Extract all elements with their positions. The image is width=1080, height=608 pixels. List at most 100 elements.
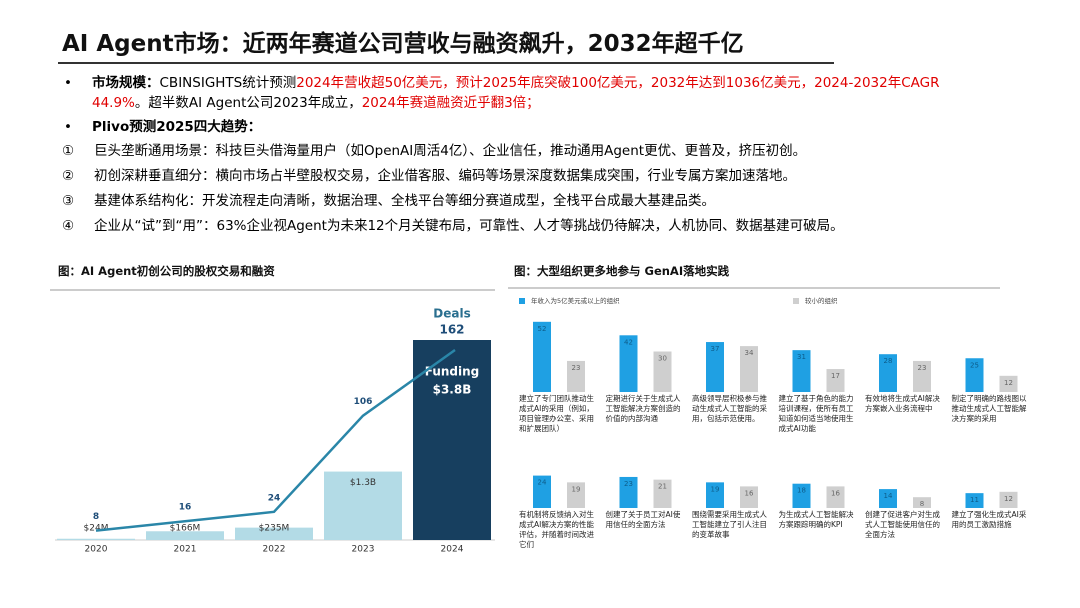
bar [879,354,897,392]
bar [533,475,551,508]
trend-text: 企业从“试”到“用”：63%企业视Agent为未来12个月关键布局，可靠性、人才… [94,218,844,234]
bar-value-label: 11 [970,496,979,504]
bar [999,375,1018,392]
deals-line [95,348,456,532]
bullet-text: 2024年赛道融资近乎翻3倍； [361,95,540,111]
bar [413,340,491,540]
bar-value-label: 30 [658,355,667,363]
legend-swatch [793,298,799,304]
bar-value-label: 19 [572,485,581,493]
category-label: 创建了促进客户对生成式人工智能使用信任的全面方法 [865,510,940,539]
category-label: 有效地将生成式AI解决方案嵌入业务流程中 [865,394,940,413]
bullet: 市场规模：CBINSIGHTS统计预测2024年营收超50亿美元，预计2025年… [62,73,982,113]
bar [792,350,811,392]
bar-value-label: 16 [745,489,754,497]
x-tick-label: 2020 [85,545,108,555]
trend-marker: ① [62,143,75,159]
bar-value-label: 23 [572,364,581,372]
category-label: 创建了关于员工对AI使用信任的全面方法 [605,510,681,529]
bar-value-label: $235M [259,524,290,534]
trend-marker: ④ [62,218,75,234]
bar-value-label: 21 [658,483,667,491]
category-label: 定期进行关于生成式人工智能解决方案创造的价值的内部沟通 [605,394,681,423]
bar [913,497,931,508]
bullet-text: 。超半数AI Agent公司2023年成立， [134,95,362,111]
bar-value-label: 25 [970,361,979,369]
bar [567,482,585,508]
trend: ④ 企业从“试”到“用”：63%企业视Agent为未来12个月关键布局，可靠性、人… [62,216,982,236]
x-tick-label: 2021 [174,545,197,555]
bullet-list: 市场规模：CBINSIGHTS统计预测2024年营收超50亿美元，预计2025年… [62,73,982,241]
bar-value-label: 28 [884,357,893,365]
bullet-label: 市场规模： [92,75,160,91]
bullet: Plivo预测2025四大趋势： [62,117,982,137]
category-label: 建立了基于角色的能力培训课程，使所有员工知道如何适当地使用生成式AI功能 [778,394,854,433]
legend-label: 年收入为5亿美元或以上的组织 [531,296,620,305]
bar [826,369,845,392]
bar [146,531,224,540]
bar-value-label: 19 [711,485,720,493]
bar [653,351,672,392]
bar [965,493,984,508]
x-tick-label: 2024 [441,545,464,555]
bullet-label: Plivo预测2025四大趋势： [92,119,262,135]
line-value-label: 106 [354,397,373,407]
bar [533,321,551,392]
slide-title: AI Agent市场：近两年赛道公司营收与融资飙升，2032年超千亿 [62,31,744,57]
bar [619,476,638,508]
legend-label: Funding [425,365,480,379]
bullet-text: CBINSIGHTS统计预测 [159,75,297,91]
trend: ① 巨头垄断通用场景：科技巨头借海量用户（如OpenAI周活4亿）、企业信任，推动… [62,141,982,161]
bar [235,527,313,540]
category-label: 围绕需要采用生成式人工智能建立了引人注目的变革故事 [692,510,767,539]
chart-title: 图：AI Agent初创公司的股权交易和融资 [58,264,275,278]
bar [706,342,724,392]
trend-marker: ② [62,168,75,184]
bar-value-label: 52 [538,325,547,333]
bar [792,483,811,508]
category-label: 建立了专门团队推动生成式AI的采用（例如，项目管理办公室、采用和扩展团队） [519,394,594,433]
bar [706,482,724,508]
bar-value-label: $1.3B [350,478,376,488]
category-label: 有机制将反馈纳入对生成式AI解决方案的性能评估，并随着时间改进它们 [519,510,594,549]
category-label: 制定了明确的路线图以推动生成式人工智能解决方案的采用 [951,394,1027,423]
x-tick-label: 2023 [352,545,375,555]
category-label: 高级领导层积极参与推动生成式人工智能的采用，包括示范使用。 [692,394,767,423]
bar-value-label: $3.8B [433,383,472,397]
bar [999,491,1018,508]
legend-label: 较小的组织 [805,296,838,305]
title-rule [58,62,834,64]
bar [619,335,638,392]
line-value-label: 24 [268,493,281,503]
bar-value-label: 8 [920,500,924,508]
bar [57,538,135,540]
trend-text: 初创深耕垂直细分：横向市场占半壁股权交易，企业借客服、编码等场景深度数据集成突围… [94,168,796,184]
bar-value-label: 24 [538,479,547,487]
trend-text: 基建体系结构化：开发流程走向清晰，数据治理、全栈平台等细分赛道成型，全栈平台成最… [94,193,715,209]
bar-value-label: 12 [1004,495,1013,503]
legend-label: Deals [433,307,470,321]
bar-value-label: $24M [84,524,109,534]
bar-value-label: 17 [831,372,840,380]
bar-value-label: 34 [745,349,754,357]
bar [567,360,585,392]
trend: ③ 基建体系结构化：开发流程走向清晰，数据治理、全栈平台等细分赛道成型，全栈平台成… [62,191,982,211]
trend-text: 巨头垄断通用场景：科技巨头借海量用户（如OpenAI周活4亿）、企业信任，推动通… [94,143,807,159]
bullet-text: 2024年营收超50亿美元，预计2025年底突破100亿美元，2032年达到10… [92,75,940,111]
bar-value-label: 37 [711,345,720,353]
bar-value-label: 16 [831,489,840,497]
category-label: 为生成式人工智能解决方案跟踪明确的KPI [778,510,854,529]
bar-value-label: $166M [170,524,201,534]
line-value-label: 16 [179,503,192,513]
legend-swatch [519,298,525,304]
bar-value-label: 12 [1004,379,1013,387]
bar-value-label: 31 [797,353,806,361]
bar-value-label: 23 [624,480,633,488]
bar [879,489,897,508]
line-value-label: 8 [93,512,99,522]
trend-marker: ③ [62,193,75,209]
bar-value-label: 18 [797,487,806,495]
x-tick-label: 2022 [263,545,286,555]
